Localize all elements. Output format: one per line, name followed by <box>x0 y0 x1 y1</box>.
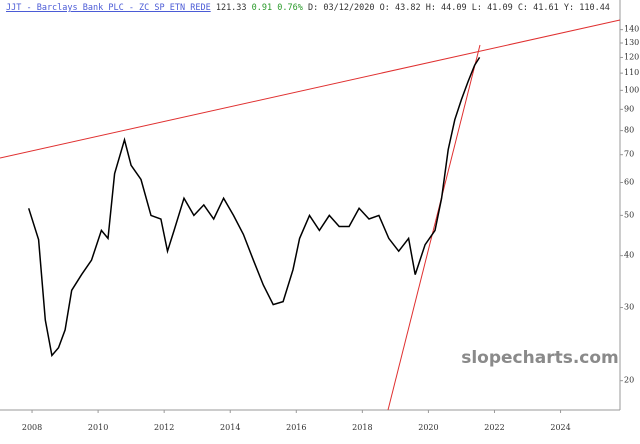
y-tick-label: 130 <box>624 38 639 47</box>
x-tick-label: 2014 <box>220 423 240 432</box>
x-tick-label: 2016 <box>286 423 306 432</box>
x-tick-label: 2022 <box>484 423 504 432</box>
ohlc: D: 03/12/2020 O: 43.82 H: 44.09 L: 41.09… <box>308 3 610 13</box>
y-tick-label: 90 <box>624 104 634 113</box>
y-tick-label: 110 <box>624 68 639 77</box>
x-tick-label: 2018 <box>352 423 372 432</box>
change-pct: 0.76% <box>277 3 303 13</box>
x-tick-label: 2010 <box>88 423 108 432</box>
x-tick-label: 2020 <box>418 423 438 432</box>
y-tick-label: 50 <box>624 210 634 219</box>
x-tick-label: 2008 <box>22 423 42 432</box>
change: 0.91 <box>251 3 273 13</box>
x-tick-label: 2012 <box>154 423 174 432</box>
y-tick-label: 70 <box>624 150 634 159</box>
trend-line <box>387 44 481 411</box>
watermark: slopecharts.com <box>461 348 619 368</box>
x-tick-label: 2024 <box>550 423 570 432</box>
symbol-link[interactable]: JJT - Barclays Bank PLC - ZC SP ETN REDE <box>6 3 211 13</box>
y-tick-label: 30 <box>624 303 634 312</box>
price-line <box>27 56 481 358</box>
header: JJT - Barclays Bank PLC - ZC SP ETN REDE… <box>6 3 610 13</box>
y-tick-label: 140 <box>624 25 639 34</box>
last-price: 121.33 <box>215 3 247 13</box>
y-tick-label: 20 <box>624 376 634 385</box>
y-tick-label: 60 <box>624 177 634 186</box>
trend-line <box>0 19 621 159</box>
y-tick-label: 40 <box>624 251 634 260</box>
y-tick-label: 80 <box>624 126 634 135</box>
y-tick-label: 100 <box>624 85 639 94</box>
y-tick-label: 120 <box>624 52 639 61</box>
